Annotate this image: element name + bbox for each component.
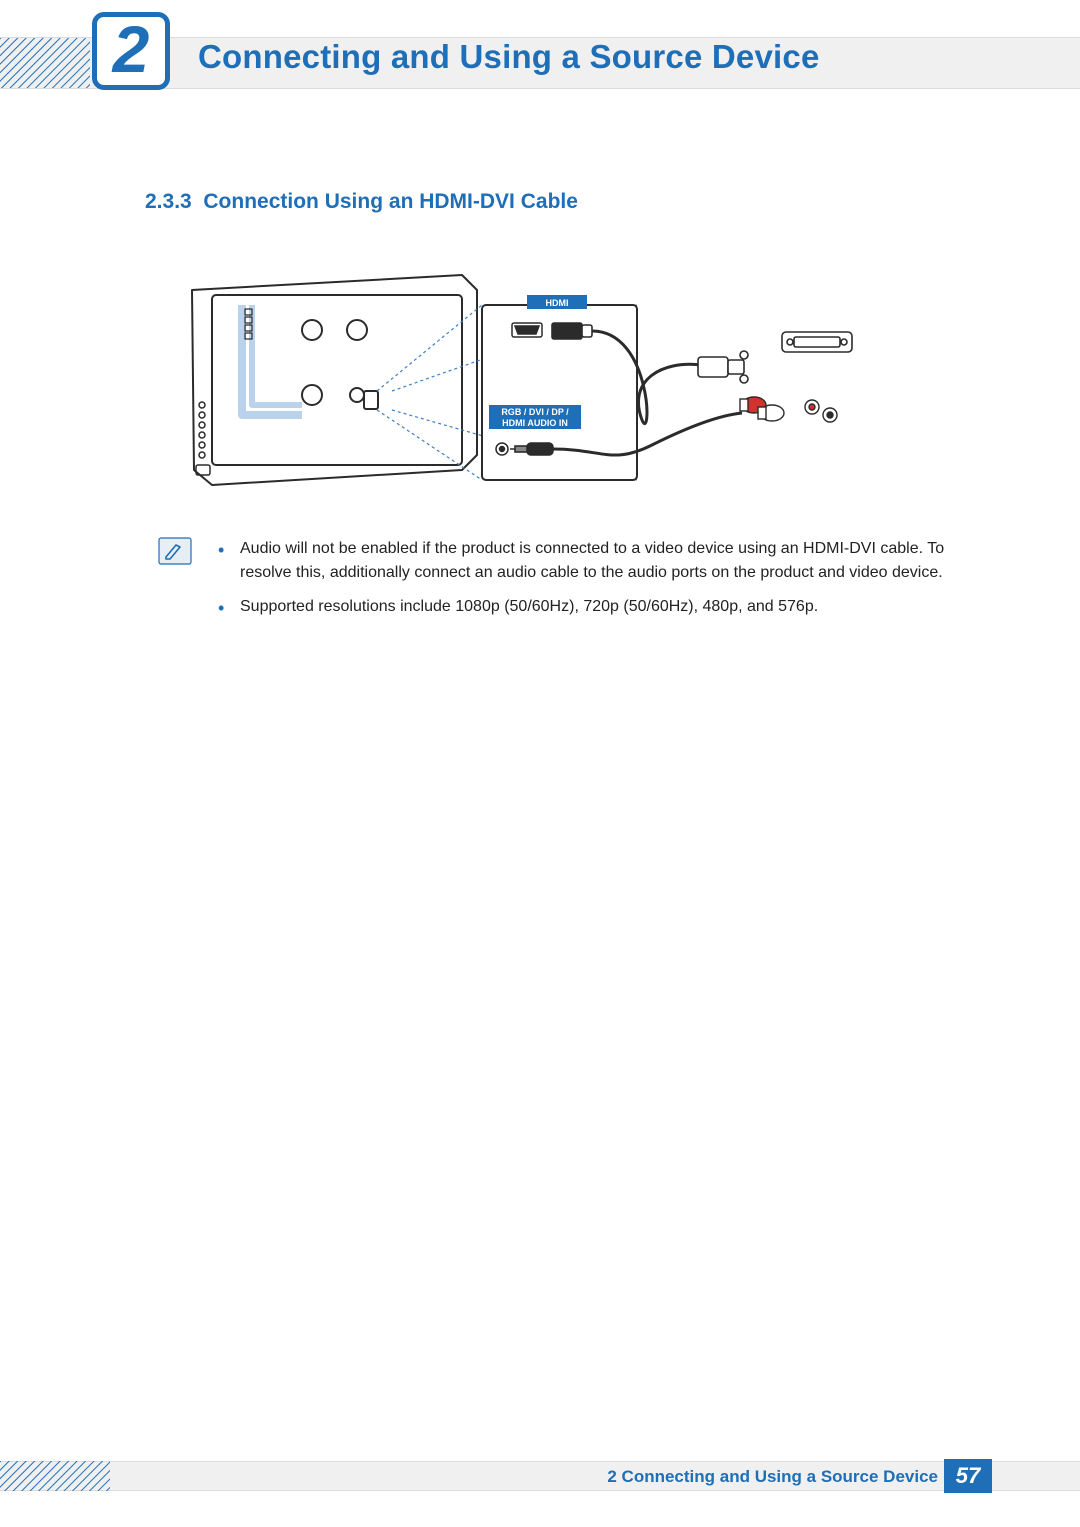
note-item: Audio will not be enabled if the product… <box>214 537 980 585</box>
page-number: 57 <box>956 1463 980 1489</box>
page-number-box: 57 <box>944 1459 992 1493</box>
chapter-number-badge: 2 <box>92 12 170 90</box>
note-icon <box>158 537 192 565</box>
footer-chapter-ref: 2 Connecting and Using a Source Device <box>607 1467 938 1487</box>
diagram-label-audio-2: HDMI AUDIO IN <box>502 418 568 428</box>
section-heading: 2.3.3 Connection Using an HDMI-DVI Cable <box>145 190 578 214</box>
diagram-label-hdmi: HDMI <box>546 298 569 308</box>
note-list: Audio will not be enabled if the product… <box>214 537 980 629</box>
footer-hatching <box>0 1461 110 1491</box>
chapter-number: 2 <box>113 11 150 87</box>
section-title: Connection Using an HDMI-DVI Cable <box>203 190 578 213</box>
note-block: Audio will not be enabled if the product… <box>158 537 980 629</box>
note-item: Supported resolutions include 1080p (50/… <box>214 595 980 619</box>
connection-diagram: HDMI RGB / DVI / DP / HDMI AUDIO IN <box>182 265 862 495</box>
header-hatching <box>0 38 90 88</box>
chapter-title: Connecting and Using a Source Device <box>198 38 820 76</box>
section-number: 2.3.3 <box>145 190 192 213</box>
diagram-label-audio-1: RGB / DVI / DP / <box>501 407 569 417</box>
